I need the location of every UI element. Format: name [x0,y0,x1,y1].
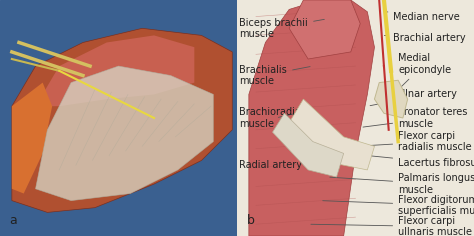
Polygon shape [289,99,374,170]
Text: Ulnar artery: Ulnar artery [370,89,457,106]
Text: Radial artery: Radial artery [239,160,334,170]
Text: Brachioradialis
muscle: Brachioradialis muscle [239,107,312,129]
Polygon shape [374,80,408,118]
Text: Medial
epicondyle: Medial epicondyle [395,53,451,93]
Text: Flexor carpi
radialis muscle: Flexor carpi radialis muscle [358,131,472,152]
Text: Flexor digitorum
superficialis muscle: Flexor digitorum superficialis muscle [323,194,474,216]
Polygon shape [12,83,52,194]
Text: b: b [246,214,255,227]
Polygon shape [36,66,213,201]
Polygon shape [12,28,232,212]
Text: Brachialis
muscle: Brachialis muscle [239,65,310,86]
Text: Brachial artery: Brachial artery [384,33,466,43]
Text: Palmaris longus
muscle: Palmaris longus muscle [330,173,474,195]
Polygon shape [36,35,194,106]
Polygon shape [273,113,344,177]
Text: Biceps brachii
muscle: Biceps brachii muscle [239,17,324,39]
Polygon shape [289,0,360,59]
Text: Median nerve: Median nerve [386,12,460,21]
Text: Pronator teres
muscle: Pronator teres muscle [363,107,467,129]
Text: a: a [9,214,17,227]
Text: Flexor carpi
ullnaris muscle: Flexor carpi ullnaris muscle [311,216,472,236]
Polygon shape [249,0,374,236]
Text: Lacertus fibrosus: Lacertus fibrosus [349,154,474,168]
